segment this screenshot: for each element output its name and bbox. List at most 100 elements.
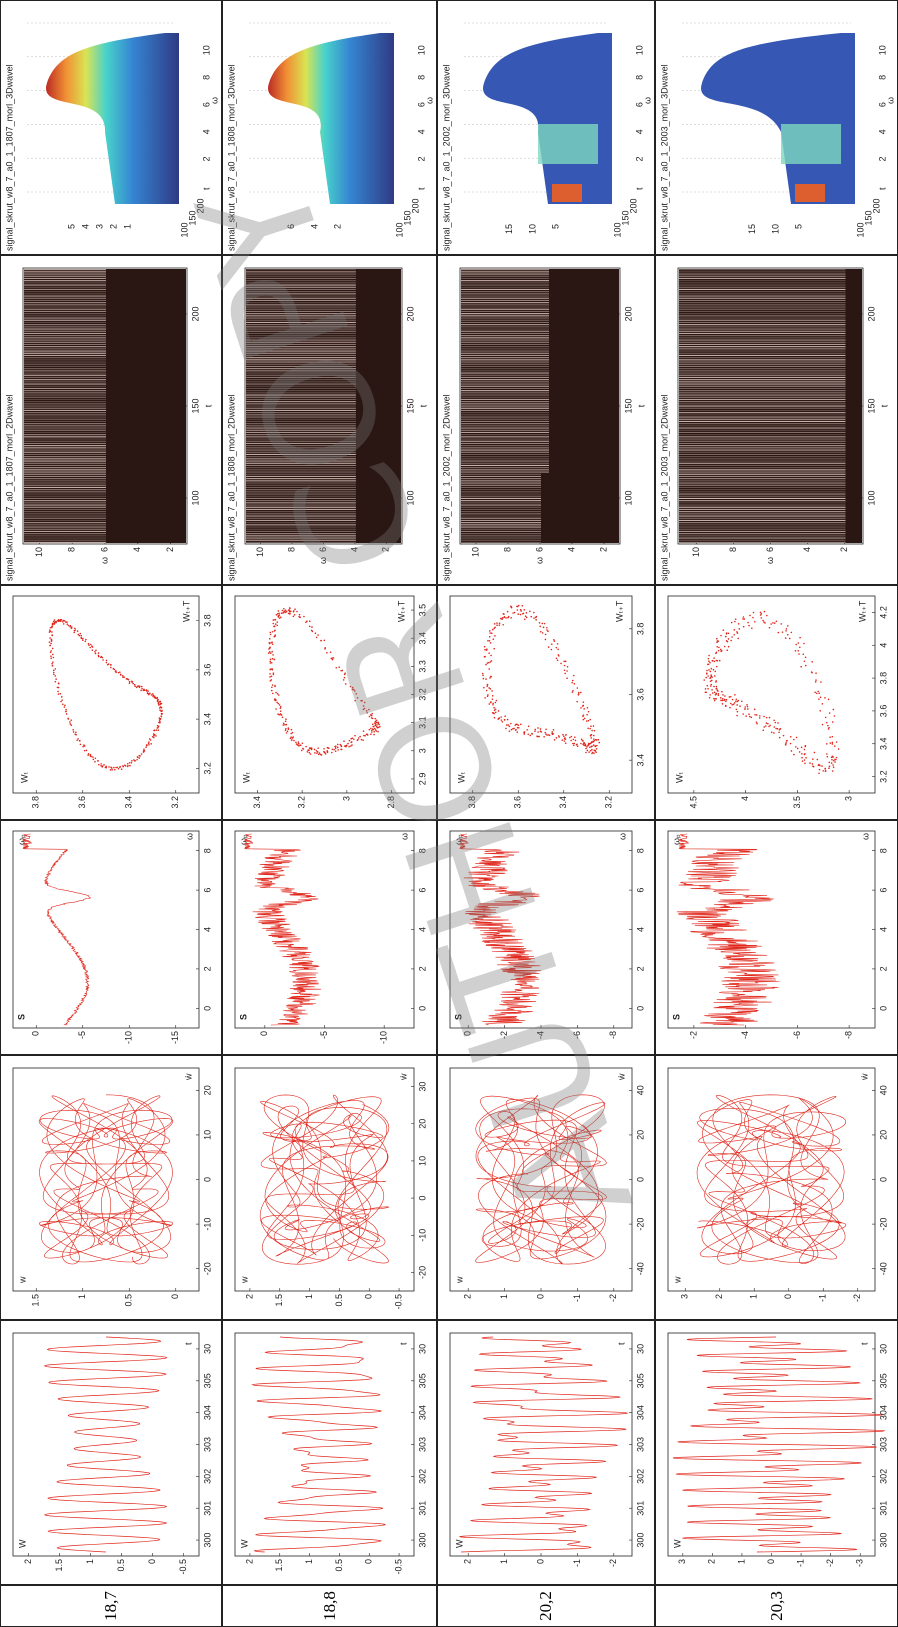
point: [714, 675, 716, 677]
point: [793, 739, 795, 741]
wavelet-2d-cell: signal_skrut_w8_7_a0_1_2003_morl_2Dwavel…: [655, 255, 898, 585]
stripe: [24, 491, 106, 492]
wavelet-2d-cell: signal_skrut_w8_7_a0_1_1807_morl_2Dwavel…: [0, 255, 222, 585]
stripe: [679, 445, 846, 446]
point: [594, 745, 596, 747]
y-tick-label: 2: [463, 1559, 473, 1564]
point: [51, 663, 53, 665]
x-tick-label: 2: [202, 966, 212, 971]
point: [283, 722, 285, 724]
x-tick-label: 30: [202, 1344, 212, 1354]
y-tick-label: 0: [766, 1559, 776, 1564]
stripe: [24, 381, 106, 382]
point: [57, 691, 59, 693]
point: [593, 752, 595, 754]
stripe: [679, 419, 846, 420]
stripe: [461, 461, 549, 462]
stripe: [246, 309, 356, 310]
stripe: [679, 502, 846, 503]
stripe: [24, 384, 106, 385]
spectrum-curve: [23, 834, 91, 1025]
point: [515, 724, 517, 726]
point: [586, 714, 588, 716]
y-tick-label: 1.5: [274, 1294, 284, 1307]
point: [270, 642, 272, 644]
stripe: [246, 269, 356, 270]
point: [816, 693, 818, 695]
point: [581, 739, 583, 741]
point: [496, 700, 498, 702]
stripe: [24, 432, 106, 433]
point: [148, 694, 150, 696]
stripe: [246, 395, 356, 396]
stripe: [461, 379, 549, 380]
point: [80, 637, 82, 639]
point: [580, 743, 582, 745]
x-tick-label: 200: [190, 306, 200, 321]
stripe: [679, 461, 846, 462]
point: [706, 672, 708, 674]
point: [492, 695, 494, 697]
y-tick-label: 2: [839, 547, 849, 552]
panel-title: signal_skrut_w8_7_a0_1_1808_morl_2Dwavel: [226, 394, 236, 581]
point: [724, 695, 726, 697]
panel-title: signal_skrut_w8_7_a0_1_2002_morl_3Dwavel: [441, 64, 451, 251]
point: [294, 614, 296, 616]
stripe: [461, 474, 541, 475]
y-tick-label: 0: [170, 1294, 180, 1299]
y-tick-label: 2: [714, 1294, 724, 1299]
stripe: [679, 399, 846, 400]
stripe: [246, 467, 356, 468]
point: [832, 736, 834, 738]
point: [335, 747, 337, 749]
point: [60, 693, 62, 695]
point: [745, 715, 747, 717]
point: [577, 687, 579, 689]
stripe: [461, 511, 541, 512]
stripe: [679, 520, 846, 521]
point: [590, 737, 592, 739]
point: [71, 626, 73, 628]
y-tick-label: 10: [34, 547, 44, 557]
wavelet-2d-plot: signal_skrut_w8_7_a0_1_1807_morl_2Dwavel…: [1, 256, 221, 584]
point: [535, 619, 537, 621]
y-tick-label: 0: [364, 1559, 374, 1564]
stripe: [679, 302, 846, 303]
stripe: [246, 373, 356, 374]
point: [539, 626, 541, 628]
point: [813, 766, 815, 768]
point: [503, 613, 505, 615]
point: [572, 690, 574, 692]
stripe: [461, 357, 549, 358]
x-tick-label: 0: [878, 1177, 888, 1182]
point: [127, 763, 129, 765]
point: [494, 717, 496, 719]
point: [542, 632, 544, 634]
stripe: [246, 278, 356, 279]
point: [797, 650, 799, 652]
point: [592, 741, 594, 743]
stripe: [24, 520, 106, 521]
point: [269, 669, 271, 671]
point: [538, 736, 540, 738]
point: [326, 750, 328, 752]
point: [318, 754, 320, 756]
point: [92, 756, 94, 758]
x-axis-label: ω: [860, 833, 870, 840]
point: [310, 753, 312, 755]
stripe: [679, 390, 846, 391]
point: [490, 655, 492, 657]
stripe: [679, 280, 846, 281]
point: [268, 652, 270, 654]
point: [482, 673, 484, 675]
spectrum-curve: [244, 834, 321, 1025]
point: [288, 609, 290, 611]
surface: [268, 33, 394, 204]
x-tick-label: 302: [417, 1469, 427, 1484]
point: [361, 739, 363, 741]
stripe: [461, 337, 549, 338]
point: [498, 710, 500, 712]
stripe: [679, 397, 846, 398]
stripe: [24, 335, 106, 336]
